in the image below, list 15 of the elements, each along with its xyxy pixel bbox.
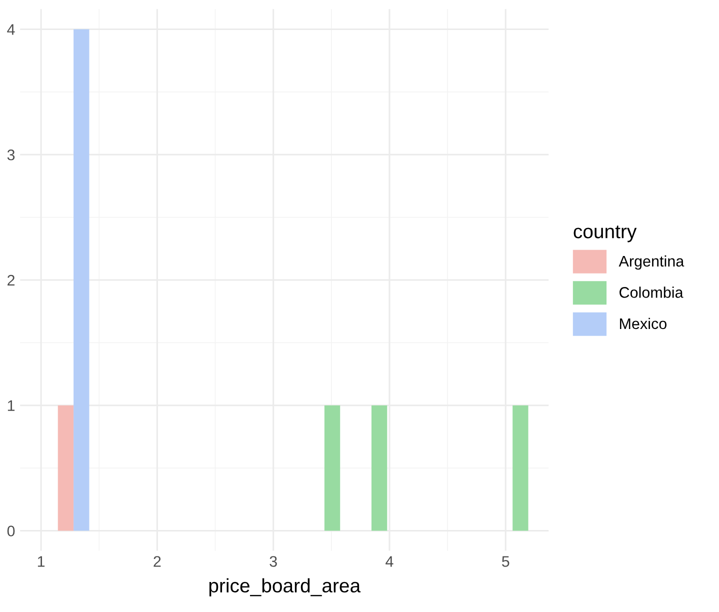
x-tick-label: 5 xyxy=(502,556,510,567)
legend-title: country xyxy=(574,226,637,242)
y-tick-label: 4 xyxy=(7,24,15,35)
y-tick-label: 0 xyxy=(7,526,15,536)
y-tick-label: 2 xyxy=(8,274,15,286)
legend-label: Mexico xyxy=(620,318,666,330)
y-tick-label: 3 xyxy=(7,149,15,160)
x-tick-label: 2 xyxy=(154,556,161,567)
x-tick-label: 1 xyxy=(38,556,45,567)
legend-label: Colombia xyxy=(620,286,684,298)
x-axis-title: price_board_area xyxy=(209,578,361,596)
x-tick-label: 3 xyxy=(270,556,277,567)
legend-label: Argentina xyxy=(618,255,684,270)
x-tick-label: 4 xyxy=(386,556,394,567)
y-tick-label: 1 xyxy=(8,400,15,411)
